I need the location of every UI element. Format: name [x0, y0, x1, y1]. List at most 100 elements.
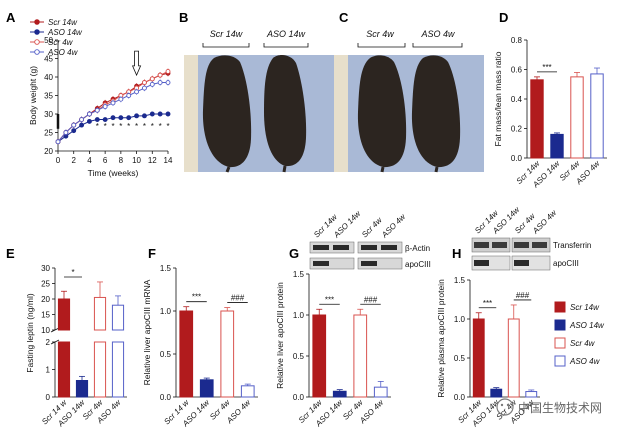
significance-mark: * — [96, 122, 99, 131]
blot-g-lane-4: ASO 4w — [379, 211, 408, 240]
legend-swatch — [554, 301, 566, 313]
x-tick-label: 14 — [164, 156, 173, 165]
photo-c-right-label: ASO 4w — [420, 29, 455, 39]
bar — [179, 310, 194, 398]
y-tick-label: 30 — [44, 110, 53, 119]
bar-lower — [57, 341, 71, 398]
data-point — [79, 117, 85, 123]
y-tick-label: 25 — [41, 280, 50, 289]
y-tick-label: 2 — [46, 338, 51, 347]
data-point — [157, 111, 163, 117]
data-point — [118, 96, 124, 102]
legend-marker — [34, 39, 40, 45]
data-point — [165, 111, 171, 117]
data-point — [79, 122, 85, 128]
legend-marker — [34, 49, 40, 55]
y-axis-title: Relative plasma apoCIII protein — [436, 279, 446, 398]
bar — [353, 314, 368, 398]
blot-g-apociii-right — [357, 257, 403, 270]
bar — [507, 318, 520, 398]
watermark-icon-dot — [500, 403, 504, 407]
blot-band — [361, 245, 377, 250]
data-point — [141, 113, 147, 119]
bar — [312, 314, 327, 398]
data-point — [149, 76, 155, 82]
legend-swatch — [554, 355, 566, 367]
photo-b-brackets — [202, 43, 309, 48]
data-point — [149, 81, 155, 87]
blot-g-lane-2: ASO 14w — [331, 208, 363, 240]
y-tick-label: 1.0 — [160, 307, 172, 316]
x-tick-label: 12 — [148, 156, 157, 165]
x-tick-label: 0 — [56, 156, 61, 165]
photo-c: Scr 4w ASO 4w — [334, 29, 484, 173]
bar — [373, 386, 388, 398]
blot-band — [514, 260, 529, 266]
photo-c-left-label: Scr 4w — [366, 29, 394, 39]
data-point — [134, 89, 140, 95]
blot-band — [313, 245, 329, 250]
blot-g-apociii-left — [309, 257, 355, 270]
x-tick-label: 8 — [119, 156, 124, 165]
legend-label: Scr 14w — [48, 18, 78, 27]
significance-mark: * — [143, 122, 146, 131]
y-tick-label: 30 — [41, 264, 50, 273]
blot-g-actin-right — [357, 241, 403, 254]
y-tick-label: 20 — [41, 295, 50, 304]
y-tick-label: 0.0 — [454, 393, 466, 402]
blot-g-lane-3: Scr 4w — [360, 215, 385, 240]
blot-g-actin-left — [309, 241, 355, 254]
y-tick-label: 40 — [44, 73, 53, 82]
y-tick-label: 10 — [41, 326, 50, 335]
x-axis-title: Time (weeks) — [88, 168, 139, 178]
y-tick-label: 1.5 — [160, 264, 172, 273]
panel-label-a: A — [6, 10, 16, 25]
data-point — [126, 93, 132, 98]
significance-mark: * — [135, 122, 138, 131]
bar — [590, 73, 604, 159]
data-point — [126, 115, 132, 121]
data-point — [157, 80, 163, 86]
significance-label: ### — [516, 291, 530, 300]
watermark-icon — [496, 398, 514, 416]
watermark-icon-dot — [506, 403, 510, 407]
legend-label: Scr 4w — [48, 38, 74, 47]
bar — [199, 379, 214, 398]
mouse-tails-b — [225, 165, 287, 173]
significance-label: *** — [483, 299, 492, 308]
data-point — [165, 80, 171, 86]
bar — [332, 390, 347, 398]
legend-swatch — [554, 337, 566, 349]
data-point — [118, 115, 124, 121]
y-tick-label: 0.5 — [293, 352, 305, 361]
blot-h-lane-4: ASO 4w — [530, 207, 559, 236]
y-tick-label: 0.0 — [293, 393, 305, 402]
mouse-tails-c — [380, 166, 439, 173]
bar — [530, 79, 544, 159]
bar-upper — [111, 304, 125, 331]
significance-mark: * — [127, 122, 130, 131]
legend-marker — [34, 19, 40, 25]
y-axis-title: Relative liver apoCIII mRNA — [142, 279, 152, 385]
y-tick-label: 0.0 — [511, 154, 523, 163]
y-tick-label: 0.8 — [511, 36, 523, 45]
data-point — [165, 68, 171, 74]
aso-stop-arrow — [131, 50, 142, 77]
mouse-aso4-body — [411, 55, 461, 168]
data-point — [94, 107, 100, 113]
y-tick-label: 20 — [44, 147, 53, 156]
blot-g-label-actin: β-Actin — [405, 244, 430, 253]
panel-label-b: B — [179, 10, 188, 25]
bar-lower — [93, 341, 107, 398]
y-axis-title: Body weight (g) — [28, 66, 38, 125]
y-tick-label: 0.0 — [160, 393, 172, 402]
data-point — [86, 111, 92, 117]
y-tick-label: 0.4 — [511, 95, 523, 104]
panel-label-c: C — [339, 10, 349, 25]
x-tick-label: 2 — [71, 156, 76, 165]
legend-label: ASO 14w — [569, 321, 605, 330]
blot-h: Transferrin apoCIII Scr 14w ASO 14w Scr … — [471, 204, 591, 271]
y-tick-label: 45 — [44, 55, 53, 64]
blot-h-transferrin-left — [471, 237, 511, 253]
